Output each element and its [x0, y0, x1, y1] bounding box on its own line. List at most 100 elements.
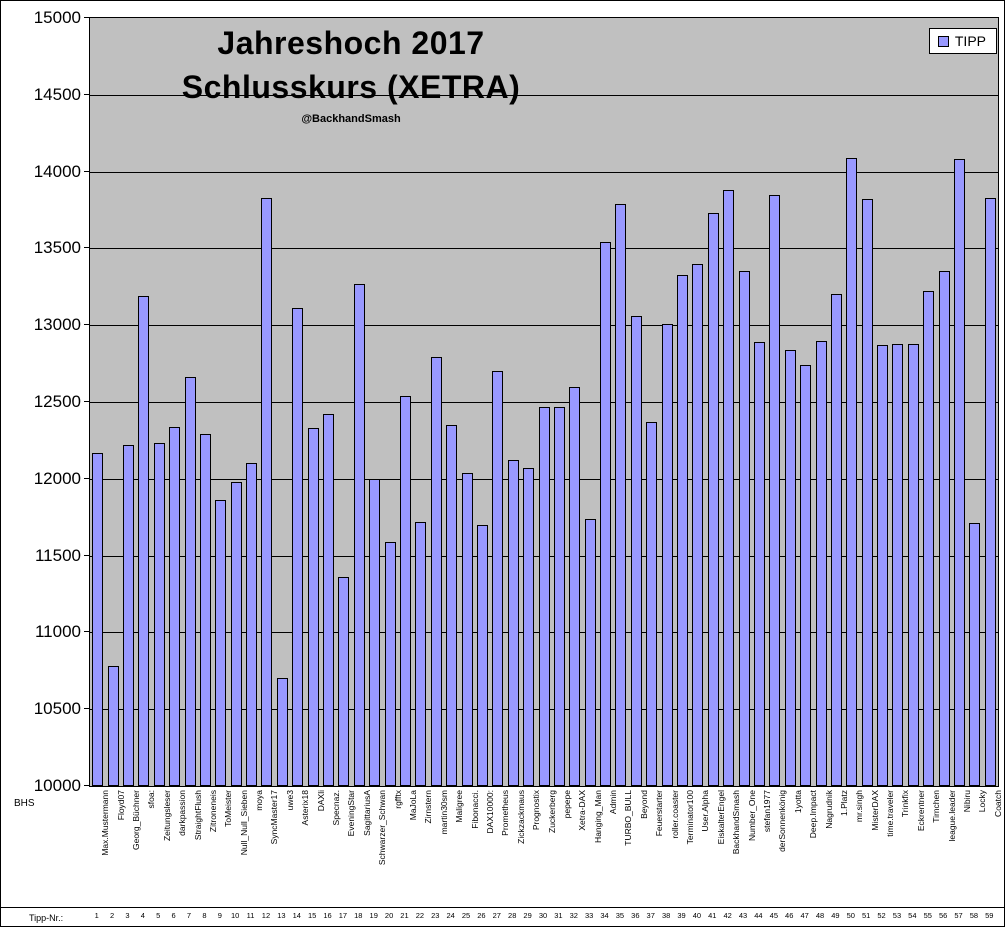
tipp-number: 54	[908, 911, 917, 920]
x-category-label: Specnaz.	[332, 790, 342, 826]
x-category-label: DAX10000:	[485, 790, 495, 834]
bar	[292, 308, 304, 786]
bar	[784, 349, 796, 786]
legend-marker-icon	[937, 35, 949, 47]
tipp-number: 20	[384, 911, 394, 920]
x-category-label: Floyd07	[116, 790, 126, 821]
tipp-number: 52	[877, 911, 886, 920]
x-category-label: StraightFlush	[193, 790, 203, 841]
tipp-number: 32	[569, 911, 578, 920]
x-category-label: 1.Platz	[839, 790, 849, 816]
bar	[969, 523, 981, 786]
bar	[353, 283, 365, 786]
tipp-number: 46	[785, 911, 794, 920]
x-category-label: roller.coaster	[670, 790, 680, 839]
x-category-label: derSonnenkönig	[778, 790, 788, 852]
gridline	[90, 248, 998, 249]
bar	[384, 541, 396, 786]
tipp-number: 16	[323, 911, 332, 920]
y-tick-mark	[84, 324, 89, 325]
y-tick-mark	[84, 708, 89, 709]
y-tick-mark	[84, 401, 89, 402]
bar	[153, 443, 165, 786]
y-tick-mark	[84, 555, 89, 556]
tipp-number: 53	[892, 911, 902, 920]
tipp-number: 15	[307, 911, 317, 920]
y-tick-label: 14000	[33, 161, 81, 181]
x-category-label: SagittariusA	[362, 790, 372, 836]
tipp-number: 4	[140, 911, 145, 920]
bar	[369, 478, 381, 786]
bar	[323, 414, 335, 786]
bar	[723, 190, 735, 786]
bar	[199, 434, 211, 786]
bar	[861, 199, 873, 786]
x-category-label: Trinkfix	[901, 790, 911, 818]
y-tick-label: 11000	[34, 622, 81, 642]
x-category-label: stefan1977	[762, 790, 772, 833]
y-tick-mark	[84, 478, 89, 479]
tipp-number: 9	[217, 911, 222, 920]
bar	[507, 460, 519, 786]
tipp-number: 38	[661, 911, 671, 920]
tipp-number: 22	[415, 911, 425, 920]
x-category-label: darkpassion	[178, 790, 188, 836]
bar	[399, 395, 411, 786]
y-tick-label: 13500	[33, 238, 81, 258]
bar	[169, 426, 181, 786]
x-category-label: Zeitungsleser	[162, 790, 172, 842]
tipp-row-label: Tipp-Nr.:	[29, 913, 64, 923]
bar	[661, 323, 673, 786]
x-category-label: Fibonacci.	[470, 790, 480, 829]
x-category-label: User.Alpha	[701, 790, 711, 832]
axis-note: BHS	[14, 798, 35, 809]
x-category-label: MisterDAX	[870, 790, 880, 831]
bar	[246, 463, 258, 786]
bar	[830, 294, 842, 786]
x-category-label: pepepe	[562, 790, 572, 819]
tipp-number: 19	[369, 911, 378, 920]
tipp-number: 21	[400, 911, 409, 920]
x-category-label: Nibiru	[963, 790, 973, 813]
tipp-number: 57	[954, 911, 963, 920]
x-category-label: sfoa:	[147, 790, 157, 809]
tipp-number: 29	[523, 911, 532, 920]
tipp-number: 27	[492, 911, 501, 920]
tipp-number: 8	[202, 911, 207, 920]
bar	[877, 345, 889, 786]
tipp-number: 6	[171, 911, 176, 920]
bar	[800, 365, 812, 786]
tipp-number: 25	[461, 911, 471, 920]
x-category-label: Asterix18	[301, 790, 311, 826]
x-category-label: Zitroneneis	[208, 790, 218, 833]
tipp-number: 28	[508, 911, 517, 920]
x-category-label: SyncMaster17	[270, 790, 280, 845]
gridline	[90, 325, 998, 326]
tipp-number: 23	[431, 911, 440, 920]
y-tick-label: 15000	[33, 8, 81, 27]
tipp-number: 36	[631, 911, 640, 920]
y-tick-label: 12000	[33, 468, 81, 488]
tipp-number: 47	[800, 911, 809, 920]
bar	[415, 521, 427, 786]
y-tick-mark	[84, 17, 89, 18]
gridline	[90, 172, 998, 173]
bar	[892, 343, 904, 786]
bar	[338, 577, 350, 786]
bar	[430, 357, 442, 786]
tipp-number: 42	[723, 911, 732, 920]
bar	[523, 468, 535, 786]
tipp-number: 3	[125, 911, 130, 920]
tipp-number: 50	[846, 911, 855, 920]
tipp-number: 17	[338, 911, 348, 920]
tipp-number: 58	[969, 911, 979, 920]
x-category-label: uwe3	[285, 790, 295, 811]
tipp-number: 41	[708, 911, 717, 920]
bar	[646, 421, 658, 786]
tipp-number: 24	[446, 911, 455, 920]
x-category-label: Coatch	[993, 790, 1003, 817]
tipp-number: 18	[354, 911, 363, 920]
x-category-label: league.leader	[947, 790, 957, 842]
plot-area	[89, 17, 999, 787]
bar	[538, 406, 550, 786]
